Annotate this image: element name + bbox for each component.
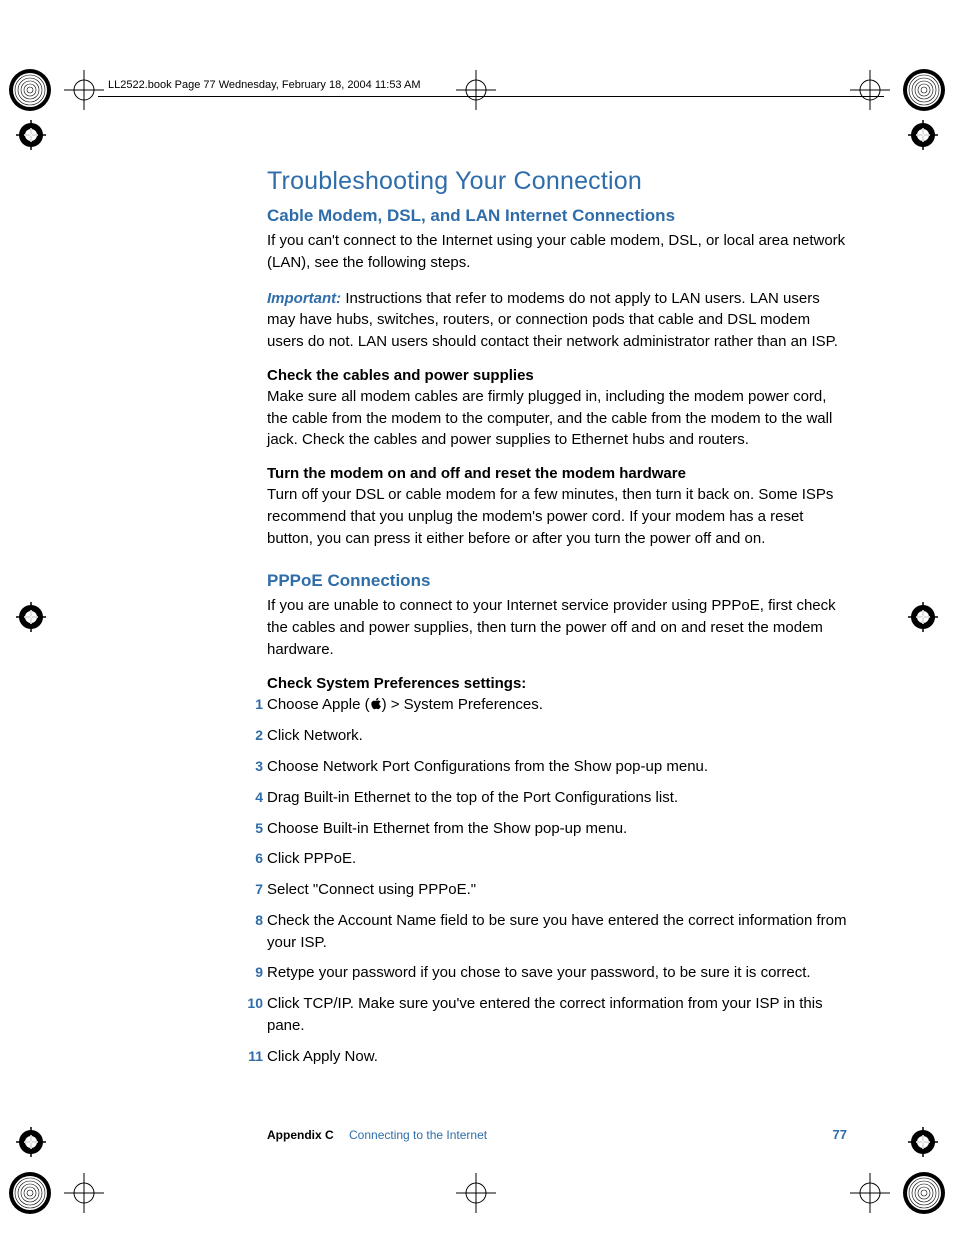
numbered-steps: Choose Apple () > System Preferences. Cl… [267, 694, 847, 1068]
step-item: Select "Connect using PPPoE." [267, 879, 847, 901]
header-rule [98, 96, 884, 97]
important-body: Instructions that refer to modems do not… [267, 290, 838, 351]
subsection-title: Check System Preferences settings: [267, 675, 847, 692]
step-item: Click Apply Now. [267, 1046, 847, 1068]
apple-logo-icon [370, 695, 382, 717]
step-item: Choose Built-in Ethernet from the Show p… [267, 818, 847, 840]
crop-mark-icon [850, 1173, 890, 1213]
step-item: Choose Apple () > System Preferences. [267, 694, 847, 717]
registration-spiral-icon [902, 1171, 946, 1215]
crop-mark-icon [456, 1173, 496, 1213]
step-item: Click Network. [267, 725, 847, 747]
heading-level-1: Troubleshooting Your Connection [267, 167, 847, 196]
page-content: Troubleshooting Your Connection Cable Mo… [267, 167, 847, 1076]
step-item: Retype your password if you chose to sav… [267, 962, 847, 984]
crop-mark-icon [64, 70, 104, 110]
subsection-title: Check the cables and power supplies [267, 367, 847, 384]
body-text: If you can't connect to the Internet usi… [267, 230, 847, 274]
step-item: Choose Network Port Configurations from … [267, 756, 847, 778]
crop-mark-icon [456, 70, 496, 110]
registration-target-icon [908, 602, 938, 632]
step-item: Click TCP/IP. Make sure you've entered t… [267, 993, 847, 1037]
footer-page-number: 77 [833, 1127, 847, 1142]
registration-target-icon [16, 602, 46, 632]
heading-level-2: PPPoE Connections [267, 571, 847, 591]
footer-appendix: Appendix C [267, 1128, 334, 1142]
important-label: Important: [267, 290, 341, 307]
heading-level-2: Cable Modem, DSL, and LAN Internet Conne… [267, 206, 847, 226]
step-item: Drag Built-in Ethernet to the top of the… [267, 787, 847, 809]
crop-mark-icon [850, 70, 890, 110]
registration-target-icon [908, 120, 938, 150]
page-footer: Appendix C Connecting to the Internet 77 [267, 1127, 847, 1142]
registration-spiral-icon [8, 68, 52, 112]
header-meta-text: LL2522.book Page 77 Wednesday, February … [108, 79, 421, 91]
registration-target-icon [16, 120, 46, 150]
subsection-title: Turn the modem on and off and reset the … [267, 465, 847, 482]
registration-target-icon [908, 1127, 938, 1157]
step-item: Check the Account Name field to be sure … [267, 910, 847, 954]
registration-target-icon [16, 1127, 46, 1157]
crop-mark-icon [64, 1173, 104, 1213]
registration-spiral-icon [902, 68, 946, 112]
footer-title: Connecting to the Internet [349, 1128, 487, 1142]
body-text: Turn off your DSL or cable modem for a f… [267, 484, 847, 549]
registration-spiral-icon [8, 1171, 52, 1215]
body-text: If you are unable to connect to your Int… [267, 595, 847, 660]
body-text: Make sure all modem cables are firmly pl… [267, 386, 847, 451]
step-item: Click PPPoE. [267, 848, 847, 870]
important-note: Important: Instructions that refer to mo… [267, 288, 847, 353]
